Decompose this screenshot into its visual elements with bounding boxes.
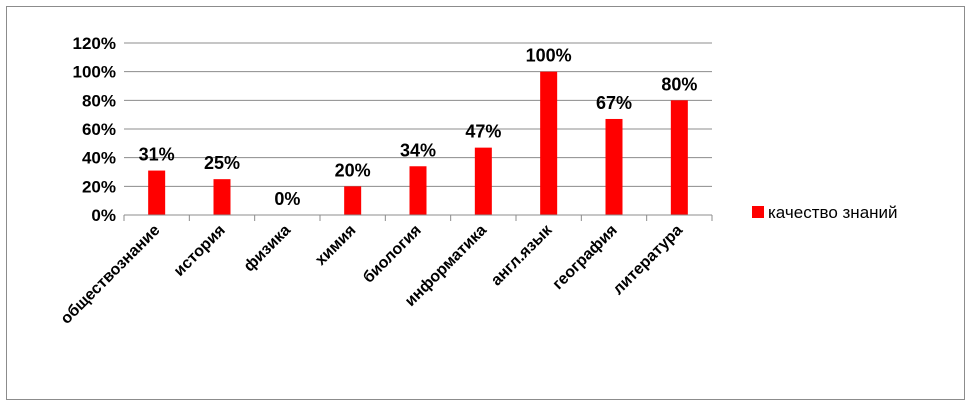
y-tick-label: 120% <box>73 34 116 53</box>
y-tick-label: 60% <box>82 120 116 139</box>
bar <box>213 179 231 215</box>
category-label: обществознание <box>58 222 164 328</box>
y-axis-tick-labels: 0% 20% 40% 60% 80% 100% 120% <box>73 34 116 225</box>
data-label: 34% <box>400 140 436 160</box>
legend: качество знаний <box>752 203 898 222</box>
data-label: 25% <box>204 153 240 173</box>
category-label: физика <box>241 222 294 275</box>
legend-swatch <box>752 206 764 218</box>
category-label: англ.язык <box>488 221 556 289</box>
data-label: 100% <box>526 46 572 66</box>
y-tick-label: 80% <box>82 91 116 110</box>
bar <box>344 186 362 215</box>
data-label: 31% <box>139 145 175 165</box>
category-label: история <box>171 222 229 280</box>
bar <box>670 100 688 215</box>
y-tick-label: 0% <box>91 206 116 225</box>
category-label: география <box>550 222 621 293</box>
category-labels: обществознание история физика химия биология… <box>58 221 687 328</box>
bar <box>148 170 166 215</box>
bar <box>474 147 492 215</box>
category-label: литература <box>610 222 686 298</box>
data-label: 20% <box>335 160 371 180</box>
category-label: биология <box>360 222 425 287</box>
bars <box>148 71 688 216</box>
category-label: химия <box>312 222 359 269</box>
bar <box>409 166 427 215</box>
x-axis <box>123 214 713 221</box>
legend-label: качество знаний <box>768 203 898 222</box>
bar <box>540 71 558 216</box>
y-tick-label: 40% <box>82 149 116 168</box>
data-label: 67% <box>596 93 632 113</box>
y-tick-label: 100% <box>73 63 116 82</box>
data-label: 0% <box>274 189 300 209</box>
bar <box>605 118 623 215</box>
data-labels: 31% 25% 0% 20% 34% 47% 100% 67% 80% <box>139 46 698 209</box>
data-label: 80% <box>661 74 697 94</box>
data-label: 47% <box>465 122 501 142</box>
y-tick-label: 20% <box>82 177 116 196</box>
